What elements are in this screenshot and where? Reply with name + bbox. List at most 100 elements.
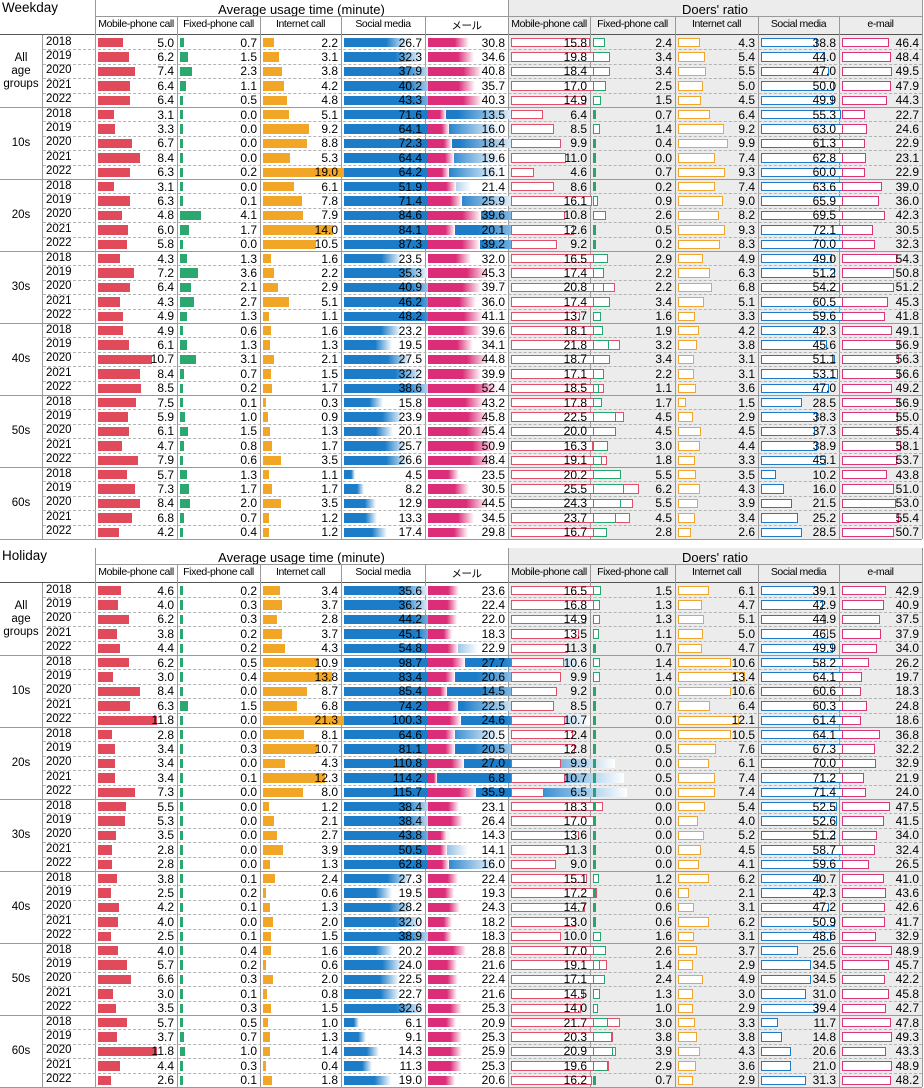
usage-value: 115.7 [392,785,422,800]
usage-value: 1.0 [240,409,257,424]
usage-value: 6.8 [321,698,338,713]
ratio-value: 13.6 [563,828,587,843]
year-label: 2018 [46,727,72,740]
usage-bar-internet-call [263,239,316,249]
ratio-bar-internet-call [678,974,703,985]
usage-value: 2.3 [240,64,257,79]
ratio-value: 20.9 [563,1044,587,1059]
ratio-value: 58.2 [812,655,836,670]
ratio-value: 18.1 [563,323,587,338]
ratio-bar-internet-call [678,412,693,422]
ratio-bar-email [842,1075,892,1085]
ratio-bar-internet-call [678,1061,696,1071]
row-separator [43,193,922,195]
usage-value: 2.2 [321,35,338,50]
ratio-value: 21.0 [812,1058,836,1073]
ratio-bar-email [842,527,894,537]
ratio-value: 17.1 [563,366,587,381]
ratio-value: 34.0 [895,641,919,656]
usage-bar-internet-call [263,268,274,278]
ratio-value: 4.9 [738,972,755,987]
group-separator [0,395,922,396]
ratio-bar-internet-call [678,441,700,451]
usage-bar-fixed-phone-call [180,210,201,221]
ratio-value: 40.9 [895,597,919,612]
usage-bar-mobile-phone-call [98,1075,111,1085]
year-label: 2020 [46,900,72,913]
usage-bar-fixed-phone-call [180,153,183,163]
usage-bar-mobile-phone-call [98,859,112,869]
usage-value: 3.7 [157,1029,174,1044]
usage-value: 20.2 [398,943,422,958]
usage-value: 0.5 [240,655,257,670]
usage-bar-mobile-phone-call [98,888,111,898]
usage-value: 0.7 [240,1029,257,1044]
usage-value: 6.4 [157,280,174,295]
usage-bar-social-media [344,1046,380,1057]
ratio-bar-email [842,773,865,783]
group-separator [0,467,922,468]
usage-value: 44.2 [398,612,422,627]
usage-bar-social-media [344,268,431,278]
usage-bar-mail [428,686,448,697]
usage-bar-mobile-phone-call [98,412,128,422]
usage-value: 1.0 [240,1044,257,1059]
ratio-bar-fixed-phone-call [593,340,609,350]
age-group-label: 10s [0,685,42,698]
usage-bar-mail [428,66,483,77]
usage-value: 30.5 [481,481,505,496]
usage-bar-social-media [344,369,423,379]
ratio-bar-social-media [761,81,834,91]
ratio-bar-social-media [761,268,836,278]
ratio-bar-email [842,81,891,91]
usage-value: 2.2 [321,265,338,280]
ratio-bar-social-media [761,931,832,941]
header-rule [0,582,922,583]
doers-ratio-header: Doers' ratio [681,550,749,565]
usage-bar-social-media [344,946,394,956]
usage-value: 3.4 [321,583,338,598]
usage-value: 0.7 [240,366,257,381]
usage-col-header-mobile-phone-call: Mobile-phone call [98,18,174,30]
year-label: 2022 [46,165,72,178]
ratio-bar-mobile-phone-call [511,816,596,826]
usage-bar-mobile-phone-call [98,210,122,221]
ratio-bar-mobile-phone-call [511,282,615,293]
ratio-bar-fixed-phone-call [593,1003,598,1013]
ratio-bar-internet-call [678,946,697,956]
usage-bar-mobile-phone-call [98,383,141,393]
usage-bar-fixed-phone-call [180,629,183,639]
ratio-bar-email [842,830,877,841]
usage-bar-mobile-phone-call [98,138,132,149]
usage-bar-internet-call [263,1046,270,1057]
ratio-bar-internet-call [678,282,712,293]
usage-bar-social-media [344,614,453,625]
usage-bar-social-media [344,773,624,783]
year-label: 2019 [46,597,72,610]
ratio-bar-internet-call [678,787,715,797]
ratio-bar-mobile-phone-call [511,484,639,494]
row-separator [43,770,922,772]
usage-bar-fixed-phone-call [180,758,183,769]
ratio-bar-mobile-phone-call [511,383,604,393]
usage-bar-mobile-phone-call [98,326,123,336]
usage-value: 3.5 [321,496,338,511]
usage-bar-social-media [344,167,502,177]
ratio-bar-email [842,484,895,494]
ratio-value: 16.7 [563,525,587,540]
year-label: 2019 [46,813,72,826]
ratio-value: 39.1 [812,583,836,598]
ratio-value: 26.5 [895,857,919,872]
usage-bar-mobile-phone-call [98,354,152,365]
ratio-value: 16.3 [563,438,587,453]
ratio-value: 31.0 [812,986,836,1001]
ratio-bar-email [842,960,889,970]
ratio-value: 12.4 [563,727,587,742]
usage-value: 7.2 [157,265,174,280]
ratio-value: 59.6 [812,309,836,324]
ratio-value: 1.4 [655,121,672,136]
usage-value: 0.3 [240,741,257,756]
usage-bar-social-media [344,989,400,999]
usage-value: 11.8 [151,713,174,728]
